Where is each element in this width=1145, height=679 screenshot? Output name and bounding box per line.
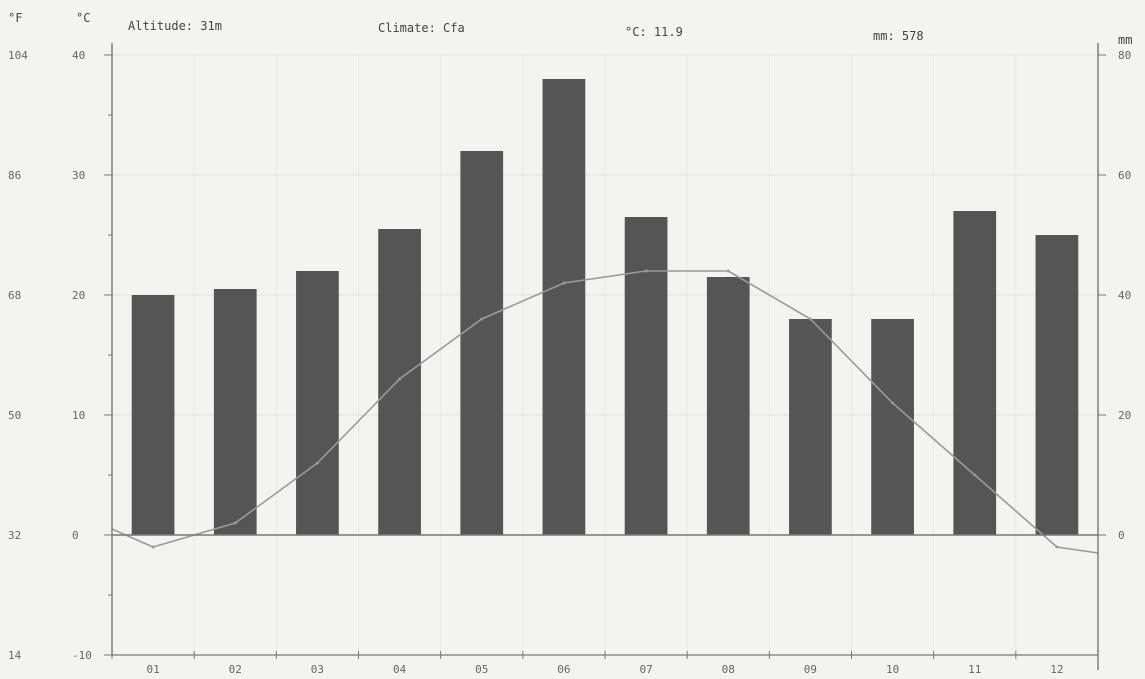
temperature-point (480, 317, 484, 321)
temperature-point (973, 473, 977, 477)
celsius-tick-label: 0 (72, 529, 79, 542)
month-label: 04 (393, 663, 407, 676)
temperature-line (111, 270, 1099, 554)
fahrenheit-unit-label: °F (8, 11, 22, 25)
precipitation-bar (871, 319, 914, 535)
precipitation-bar (460, 151, 504, 535)
mm-unit-label: mm (1118, 33, 1132, 47)
climate-label: Climate: Cfa (378, 21, 465, 35)
month-label: 10 (886, 663, 899, 676)
celsius-tick-label: 10 (72, 409, 85, 422)
celsius-unit-label: °C (76, 11, 90, 25)
temperature-point (644, 269, 648, 273)
temperature-point (233, 521, 237, 525)
temperature-point (891, 401, 895, 405)
precipitation-bar (789, 319, 832, 535)
fahrenheit-tick-label: 86 (8, 169, 21, 182)
temperature-point (151, 545, 155, 549)
precipitation-bar (213, 289, 257, 535)
mm-tick-label: 20 (1118, 409, 1131, 422)
mm-tick-label: 40 (1118, 289, 1131, 302)
month-label: 07 (639, 663, 652, 676)
month-label: 12 (1050, 663, 1063, 676)
precipitation-bar (624, 217, 668, 535)
mean-temperature-label: °C: 11.9 (625, 25, 683, 39)
fahrenheit-tick-label: 104 (8, 49, 28, 62)
temperature-point (1055, 545, 1059, 549)
precipitation-bar (1035, 235, 1079, 535)
celsius-tick-label: 20 (72, 289, 85, 302)
temperature-point (398, 377, 402, 381)
month-label: 11 (968, 663, 981, 676)
temperature-point (562, 281, 566, 285)
grid-layer (112, 54, 1098, 656)
tick-labels-layer: 40 104 30 86 20 68 10 50 0 32 -10 14 80 60 40 20 0 01 02 03… (8, 49, 1131, 676)
mm-tick-label: 80 (1118, 49, 1131, 62)
precipitation-bar (953, 211, 997, 535)
fahrenheit-tick-label: 68 (8, 289, 21, 302)
precipitation-bar (542, 79, 586, 535)
axes-layer (104, 43, 1106, 670)
month-label: 02 (229, 663, 242, 676)
temperature-point (726, 269, 730, 273)
celsius-tick-label: 40 (72, 49, 85, 62)
precipitation-bar (296, 271, 339, 535)
mm-tick-label: 60 (1118, 169, 1131, 182)
mm-tick-label: 0 (1118, 529, 1125, 542)
precipitation-bar (131, 295, 175, 535)
celsius-tick-label: 30 (72, 169, 85, 182)
celsius-tick-label: -10 (72, 649, 92, 662)
bars-layer (131, 79, 1079, 535)
month-label: 03 (311, 663, 324, 676)
fahrenheit-tick-label: 32 (8, 529, 21, 542)
month-label: 06 (557, 663, 570, 676)
temperature-line-layer (111, 269, 1099, 554)
month-label: 01 (146, 663, 159, 676)
fahrenheit-tick-label: 50 (8, 409, 21, 422)
altitude-label: Altitude: 31m (128, 19, 222, 33)
precipitation-bar (378, 229, 421, 535)
month-label: 08 (722, 663, 735, 676)
temperature-point (315, 461, 319, 465)
month-label: 05 (475, 663, 488, 676)
precipitation-bar (706, 277, 750, 535)
fahrenheit-tick-label: 14 (8, 649, 22, 662)
total-precipitation-label: mm: 578 (873, 29, 924, 43)
temperature-point (808, 317, 812, 321)
month-label: 09 (804, 663, 817, 676)
